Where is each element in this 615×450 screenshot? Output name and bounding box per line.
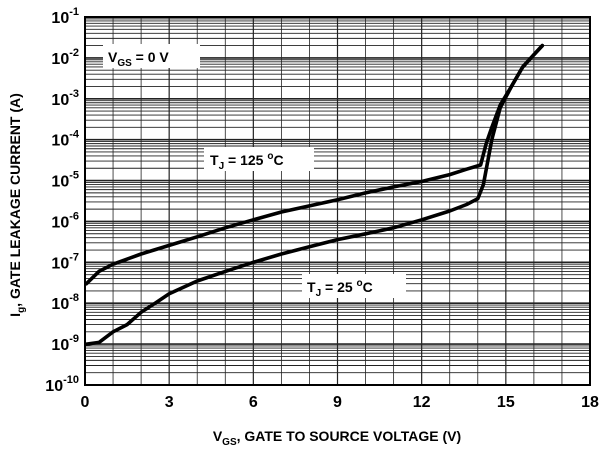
annotation-tj25: TJ = 25 oC [302,274,406,299]
y-tick-base: 10 [51,255,69,272]
y-tick-exponent: -6 [69,210,79,222]
annotation-tj125-rest: = 125 [224,152,267,168]
annotation-tj25-text: TJ = 25 oC [307,278,373,299]
annotation-tj125-sub: J [219,161,225,172]
y-tick-exponent: -2 [69,47,79,59]
y-tick-base: 10 [51,337,69,354]
y-tick-label: 10-10 [45,374,79,395]
y-tick-label: 10-2 [51,47,79,68]
y-tick-label: 10-7 [51,251,79,272]
y-axis-title: Ig, GATE LEAKAGE CURRENT (A) [7,93,27,317]
y-axis-title-rest: , GATE LEAKAGE CURRENT (A) [7,93,23,307]
x-axis-title-rest: , GATE TO SOURCE VOLTAGE (V) [237,428,462,444]
annotation-tj125-main: T [210,152,219,168]
annotation-tj25-unit: C [363,279,373,295]
y-tick-label: 10-9 [51,333,79,354]
grid [85,17,590,385]
y-tick-exponent: -10 [63,374,79,386]
y-tick-exponent: -1 [69,6,79,18]
y-tick-exponent: -3 [69,88,79,100]
y-tick-labels: 10-1010-910-810-710-610-510-410-310-210-… [45,6,80,395]
y-tick-base: 10 [51,296,69,313]
annotation-vgs: VGS = 0 V [103,44,200,69]
x-tick-label: 3 [165,394,174,411]
annotation-tj125-box [204,147,314,171]
x-axis-title-main: V [213,428,223,444]
y-tick-exponent: -9 [69,333,79,345]
x-axis-title: VGS, GATE TO SOURCE VOLTAGE (V) [213,428,461,448]
annotation-tj125: TJ = 125 oC [204,147,314,172]
y-tick-exponent: -5 [69,170,79,182]
y-tick-label: 10-5 [51,170,79,191]
x-axis-title-sub: GS [222,437,237,448]
y-tick-base: 10 [51,92,69,109]
annotation-vgs-rest: = 0 V [132,49,170,65]
x-tick-label: 18 [581,394,599,411]
annotation-tj125-text: TJ = 125 oC [210,151,284,172]
series-line-2 [84,43,545,346]
y-axis-title-main: I [7,313,23,317]
annotation-tj125-sup: o [267,151,273,162]
y-tick-exponent: -4 [69,129,80,141]
x-tick-labels: 0 3 6 9 12 15 18 [81,394,599,411]
series-layer [84,43,545,346]
x-tick-label: 9 [333,394,342,411]
annotation-tj25-sub: J [316,288,322,299]
x-tick-label: 15 [497,394,515,411]
x-tick-label: 6 [249,394,258,411]
y-tick-exponent: -7 [69,251,79,263]
annotation-tj25-main: T [307,279,316,295]
y-tick-label: 10-3 [51,88,79,109]
annotation-tj25-box [302,274,406,298]
y-tick-label: 10-4 [51,129,79,150]
y-tick-base: 10 [51,214,69,231]
annotation-vgs-box [103,44,200,68]
y-tick-base: 10 [45,378,63,395]
x-tick-label: 12 [413,394,431,411]
annotation-tj125-unit: C [273,152,283,168]
y-axis-title-sub: g [16,307,27,313]
annotation-tj25-rest: = 25 [321,279,356,295]
y-tick-base: 10 [51,133,69,150]
y-tick-base: 10 [51,10,69,27]
y-tick-label: 10-6 [51,210,79,231]
annotation-tj25-sup: o [357,278,363,289]
annotation-vgs-sub: GS [117,58,132,69]
annotation-vgs-text: VGS = 0 V [108,49,169,69]
y-tick-exponent: -8 [69,292,79,304]
annotation-vgs-main: V [108,49,118,65]
plot-frame [84,16,591,386]
y-tick-label: 10-8 [51,292,79,313]
x-tick-label: 0 [81,394,90,411]
y-tick-label: 10-1 [51,6,79,27]
y-tick-base: 10 [51,174,69,191]
y-tick-base: 10 [51,51,69,68]
